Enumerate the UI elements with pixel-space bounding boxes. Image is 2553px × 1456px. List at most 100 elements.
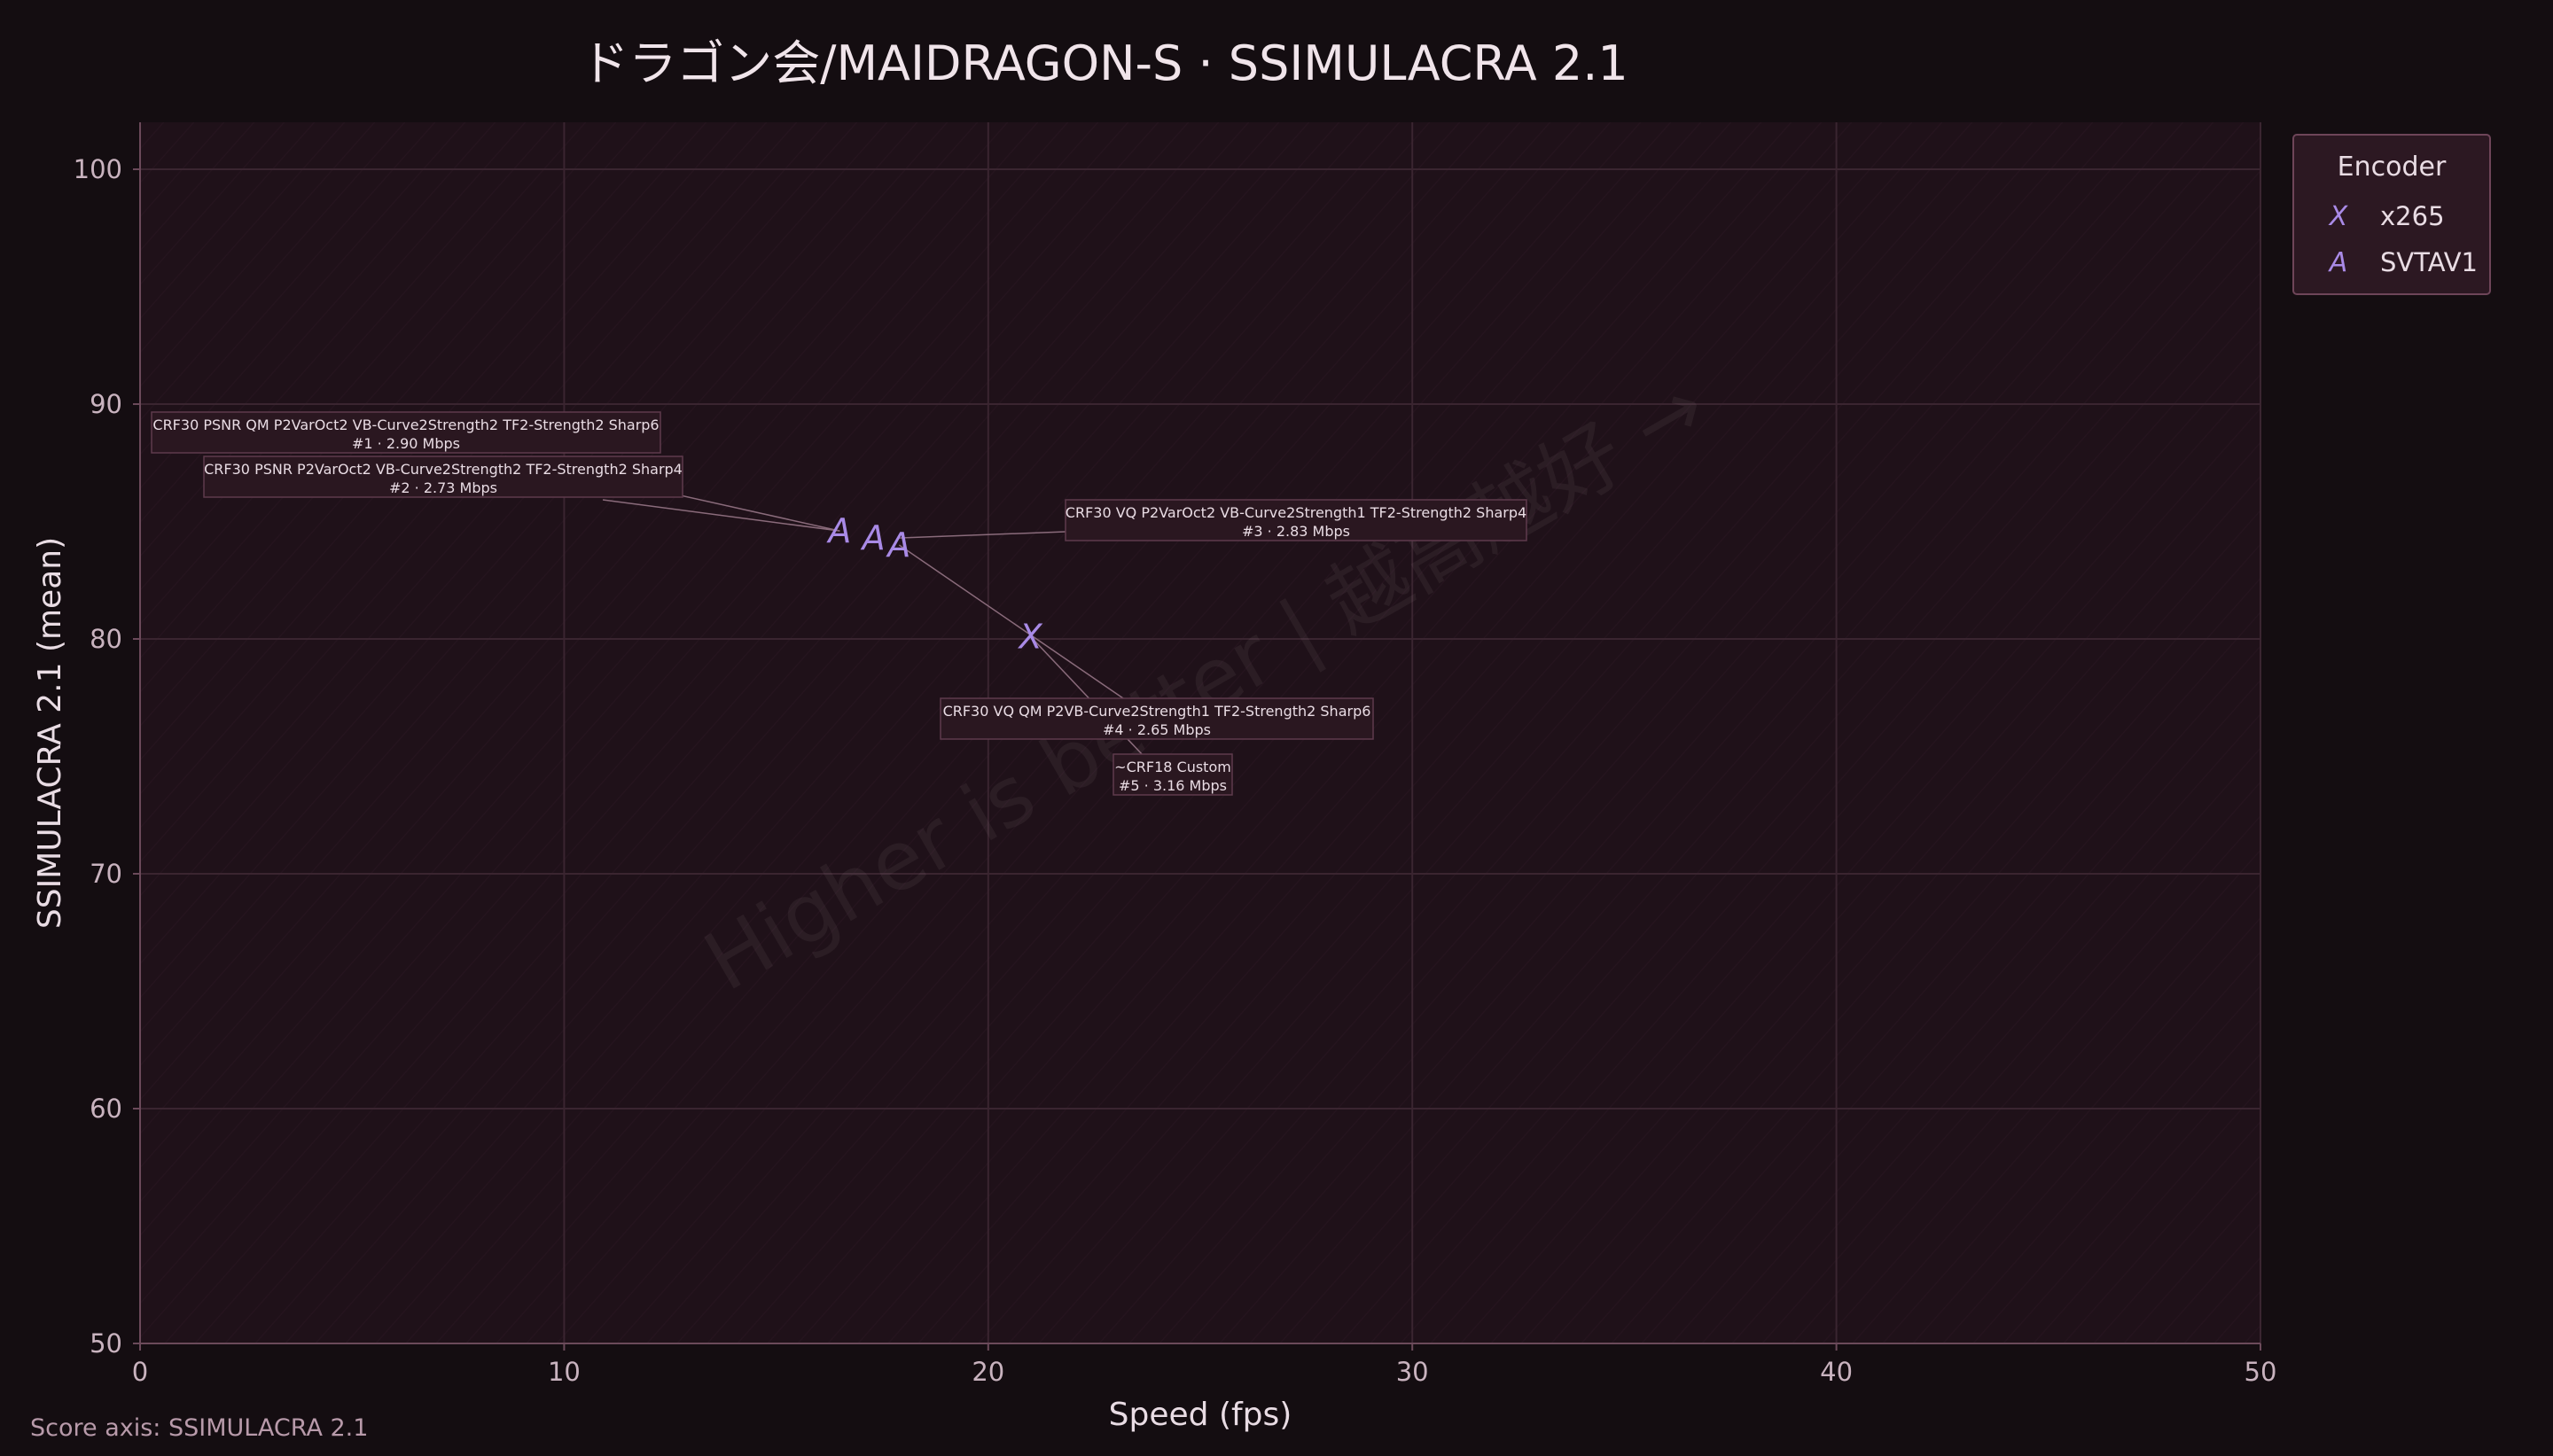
hatch-line (887, 122, 1973, 1343)
x-tick-label: 10 (548, 1357, 581, 1387)
hatch-line (140, 122, 557, 592)
hatch-line (586, 122, 1672, 1343)
hatch-line (140, 122, 768, 829)
hatch-line (140, 122, 677, 728)
hatch-line (140, 122, 888, 965)
legend-box (2292, 134, 2491, 295)
y-tick-label: 90 (90, 389, 122, 419)
hatch-line (1550, 543, 2260, 1343)
hatch-line (140, 122, 858, 931)
x-tick-label: 40 (1820, 1357, 1853, 1387)
hatch-line (285, 122, 1370, 1343)
hatch-line (1761, 781, 2260, 1343)
y-tick-label: 60 (90, 1094, 122, 1124)
x-tick-label: 50 (2245, 1357, 2277, 1387)
legend-label-x265: x265 (2380, 201, 2445, 231)
hatch-line (1339, 305, 2260, 1343)
footnote: Score axis: SSIMULACRA 2.1 (30, 1414, 368, 1442)
hatch-line (140, 122, 225, 218)
annotation-line2: #5 · 3.16 Mbps (1119, 777, 1227, 794)
annotation-leader (898, 544, 1127, 701)
hatch-line (1370, 339, 2260, 1343)
hatch-pattern (0, 0, 2553, 1343)
annotation-line1: ~CRF18 Custom (1114, 759, 1231, 775)
data-point-x265: X (1018, 617, 1043, 656)
hatch-line (140, 122, 617, 659)
hatch-line (140, 122, 1009, 1102)
legend: Encoder X x265 A SVTAV1 (2292, 134, 2491, 295)
legend-title: Encoder (2338, 152, 2447, 183)
hatch-line (1731, 747, 2260, 1343)
y-ticks: 50 60 70 80 90 100 (74, 154, 140, 1359)
hatch-line (496, 122, 1581, 1343)
annotation-line2: #3 · 2.83 Mbps (1242, 523, 1350, 540)
hatch-line (140, 122, 316, 320)
legend-marker-svtav1: A (2328, 247, 2348, 278)
hatch-line (140, 122, 1159, 1271)
hatch-line (948, 122, 2034, 1343)
x-axis-label: Speed (fps) (1109, 1397, 1292, 1433)
hatch-line (1520, 509, 2260, 1343)
hatch-line (1159, 122, 2245, 1343)
hatch-line (140, 122, 195, 184)
hatch-line (140, 122, 496, 524)
hatch-line (827, 122, 1913, 1343)
hatch-line (140, 122, 798, 863)
annotation-line2: #1 · 2.90 Mbps (352, 435, 460, 452)
legend-label-svtav1: SVTAV1 (2380, 247, 2478, 277)
legend-marker-x265: X (2328, 201, 2349, 232)
annotation-leader (602, 499, 840, 532)
hatch-line (140, 122, 376, 388)
hatch-line (345, 122, 1431, 1343)
hatch-line (1942, 985, 2260, 1343)
hatch-line (194, 122, 1280, 1343)
hatch-line (1068, 122, 2154, 1343)
hatch-line (140, 122, 647, 694)
hatch-line (737, 122, 1823, 1343)
hatch-line (707, 122, 1792, 1343)
hatch-line (140, 122, 918, 1000)
hatch-line (435, 122, 1521, 1343)
hatch-line (1038, 122, 2124, 1343)
hatch-line (140, 122, 346, 354)
hatch-line (1792, 814, 2260, 1343)
annotation-leader (899, 531, 1066, 539)
y-tick-label: 50 (90, 1328, 122, 1359)
hatch-line (1279, 237, 2260, 1343)
annotation-line1: CRF30 PSNR QM P2VarOct2 VB-Curve2Strengt… (152, 417, 659, 433)
y-tick-label: 80 (90, 624, 122, 654)
annotation-line1: CRF30 VQ QM P2VB-Curve2Strength1 TF2-Str… (943, 703, 1371, 720)
hatch-line (1701, 712, 2260, 1343)
hatch-line (140, 122, 466, 490)
hatch-line (140, 122, 285, 286)
hatch-line (1309, 271, 2260, 1343)
hatch-line (140, 122, 949, 1033)
hatch-line (1581, 577, 2260, 1343)
annotation-box (151, 411, 661, 454)
x-tick-label: 30 (1396, 1357, 1429, 1387)
hatch-line (616, 122, 1702, 1343)
hatch-line (375, 122, 1461, 1343)
hatch-line (1972, 1018, 2260, 1343)
hatch-line (917, 122, 2003, 1343)
y-tick-label: 70 (90, 859, 122, 889)
hatch-line (0, 0, 140, 1343)
hatch-line (405, 122, 1491, 1343)
x-tick-label: 0 (132, 1357, 148, 1387)
hatch-line (797, 122, 1883, 1343)
annotation-3: CRF30 VQ P2VarOct2 VB-Curve2Strength1 TF… (1065, 499, 1527, 541)
grid-lines (139, 122, 2261, 1344)
y-tick-label: 100 (74, 154, 122, 184)
hatch-line (140, 122, 436, 455)
hatch-line (1490, 475, 2260, 1343)
data-point-svtav1: A (885, 526, 910, 564)
hatch-line (140, 122, 1099, 1203)
hatch-line (164, 122, 1250, 1343)
y-axis-label: SSIMULACRA 2.1 (mean) (32, 537, 68, 929)
hatch-line (140, 122, 738, 796)
hatch-line (140, 122, 707, 761)
annotation-4: CRF30 VQ QM P2VB-Curve2Strength1 TF2-Str… (940, 697, 1374, 740)
hatch-line (857, 122, 1943, 1343)
